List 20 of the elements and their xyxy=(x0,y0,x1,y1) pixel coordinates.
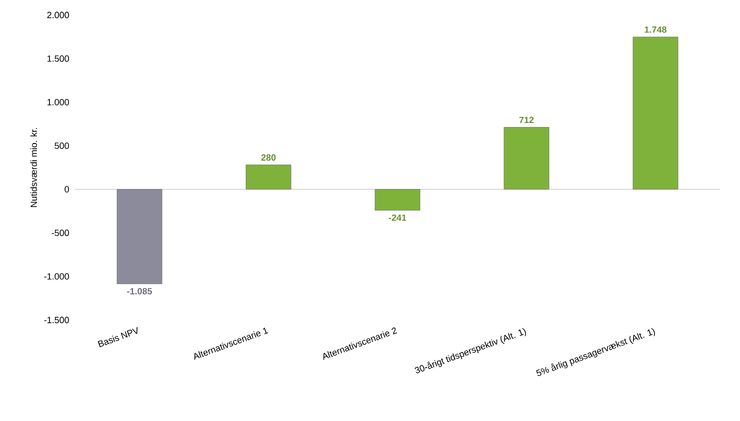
data-label: 280 xyxy=(261,154,276,161)
y-axis-title: Nutidsværdi mio. kr. xyxy=(30,128,37,207)
bar xyxy=(504,127,550,190)
bar xyxy=(116,189,162,284)
y-tick-label: -1.500 xyxy=(44,316,69,324)
data-label: 1.748 xyxy=(644,26,666,33)
bar xyxy=(374,189,420,210)
y-tick-label: 500 xyxy=(54,142,69,149)
bar xyxy=(246,164,292,190)
bar xyxy=(632,36,678,190)
data-label: 712 xyxy=(519,116,534,124)
y-tick-label: -500 xyxy=(52,230,69,236)
y-tick-label: 2.000 xyxy=(47,12,69,18)
data-label: -1.085 xyxy=(127,288,152,294)
y-tick-label: 0 xyxy=(64,186,69,192)
y-tick-label: 1.500 xyxy=(48,55,69,62)
y-tick-label: -1.000 xyxy=(44,273,69,280)
data-label: -241 xyxy=(388,214,406,221)
y-tick-label: 1.000 xyxy=(48,98,69,106)
x-tick-label: Basis NPV xyxy=(98,326,138,348)
